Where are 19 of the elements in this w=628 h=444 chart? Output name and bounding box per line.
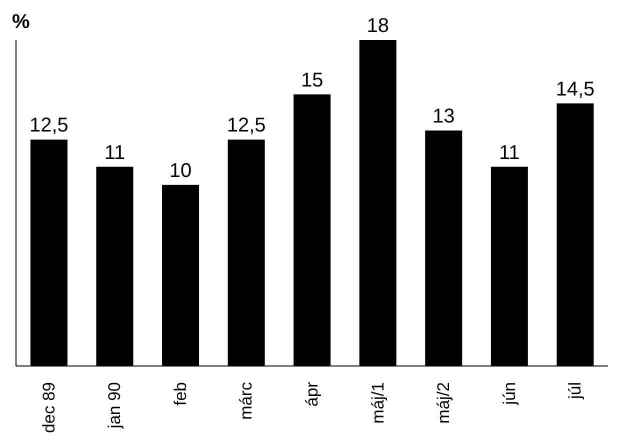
x-tick-label: júl xyxy=(566,382,585,400)
data-label: 18 xyxy=(366,15,389,37)
data-label: 10 xyxy=(169,160,192,182)
x-tick-label: márc xyxy=(236,382,256,420)
data-label: 13 xyxy=(432,106,455,128)
x-tick-label: jún xyxy=(500,382,519,406)
x-tick-label: ápr xyxy=(302,382,322,407)
x-tick-label: jan 90 xyxy=(105,382,124,430)
x-tick-label: máj/1 xyxy=(368,382,388,424)
data-label: 14,5 xyxy=(556,78,595,100)
x-tick-label: feb xyxy=(170,382,190,406)
data-label: 15 xyxy=(300,69,324,92)
x-tick-label: máj/2 xyxy=(434,382,454,424)
y-axis-title: % xyxy=(12,11,30,33)
data-label: 12,5 xyxy=(30,114,68,137)
data-label: 11 xyxy=(104,142,126,164)
data-label: 11 xyxy=(499,142,520,164)
data-label: 12,5 xyxy=(226,114,266,137)
x-tick-label: dec 89 xyxy=(39,382,58,434)
